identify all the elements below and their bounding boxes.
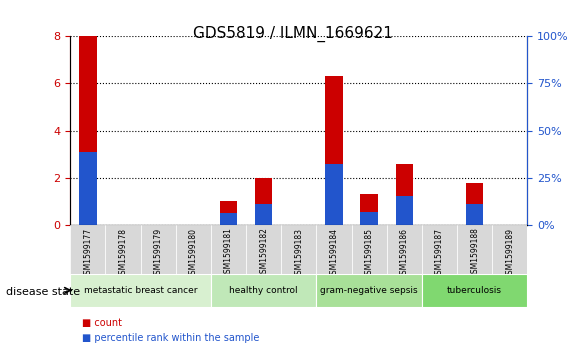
Bar bbox=[360, 195, 378, 225]
Bar bbox=[396, 164, 413, 225]
FancyBboxPatch shape bbox=[387, 225, 422, 274]
FancyBboxPatch shape bbox=[70, 225, 105, 274]
Text: GDS5819 / ILMN_1669621: GDS5819 / ILMN_1669621 bbox=[193, 25, 393, 42]
Text: GSM1599184: GSM1599184 bbox=[329, 228, 339, 278]
Bar bbox=[325, 77, 343, 225]
Bar bbox=[255, 178, 272, 225]
Text: GSM1599178: GSM1599178 bbox=[118, 228, 128, 278]
FancyBboxPatch shape bbox=[281, 225, 316, 274]
Text: GSM1599186: GSM1599186 bbox=[400, 228, 409, 278]
Text: ■ count: ■ count bbox=[82, 318, 122, 328]
Text: healthy control: healthy control bbox=[229, 286, 298, 295]
Bar bbox=[466, 183, 483, 225]
Text: GSM1599188: GSM1599188 bbox=[470, 228, 479, 278]
Bar bbox=[79, 152, 97, 225]
Bar bbox=[466, 204, 483, 225]
FancyBboxPatch shape bbox=[211, 225, 246, 274]
FancyBboxPatch shape bbox=[316, 274, 422, 307]
Bar bbox=[255, 204, 272, 225]
FancyBboxPatch shape bbox=[176, 225, 211, 274]
Text: GSM1599183: GSM1599183 bbox=[294, 228, 304, 278]
Bar bbox=[325, 164, 343, 225]
Bar bbox=[360, 212, 378, 225]
Text: disease state: disease state bbox=[6, 287, 80, 297]
Text: ■ percentile rank within the sample: ■ percentile rank within the sample bbox=[82, 333, 260, 343]
Text: GSM1599179: GSM1599179 bbox=[154, 228, 163, 279]
FancyBboxPatch shape bbox=[211, 274, 316, 307]
FancyBboxPatch shape bbox=[422, 225, 457, 274]
Text: tuberculosis: tuberculosis bbox=[447, 286, 502, 295]
Text: metastatic breast cancer: metastatic breast cancer bbox=[84, 286, 197, 295]
FancyBboxPatch shape bbox=[70, 274, 211, 307]
Text: GSM1599180: GSM1599180 bbox=[189, 228, 198, 278]
Text: gram-negative sepsis: gram-negative sepsis bbox=[321, 286, 418, 295]
Text: GSM1599181: GSM1599181 bbox=[224, 228, 233, 278]
FancyBboxPatch shape bbox=[457, 225, 492, 274]
Bar bbox=[396, 196, 413, 225]
FancyBboxPatch shape bbox=[105, 225, 141, 274]
FancyBboxPatch shape bbox=[492, 225, 527, 274]
FancyBboxPatch shape bbox=[352, 225, 387, 274]
Bar bbox=[220, 213, 237, 225]
Text: GSM1599187: GSM1599187 bbox=[435, 228, 444, 278]
Text: GSM1599182: GSM1599182 bbox=[259, 228, 268, 278]
FancyBboxPatch shape bbox=[141, 225, 176, 274]
FancyBboxPatch shape bbox=[246, 225, 281, 274]
Bar bbox=[220, 201, 237, 225]
Text: GSM1599185: GSM1599185 bbox=[364, 228, 374, 278]
Text: GSM1599177: GSM1599177 bbox=[83, 228, 93, 279]
FancyBboxPatch shape bbox=[422, 274, 527, 307]
FancyBboxPatch shape bbox=[316, 225, 352, 274]
Text: GSM1599189: GSM1599189 bbox=[505, 228, 515, 278]
Bar bbox=[79, 36, 97, 225]
